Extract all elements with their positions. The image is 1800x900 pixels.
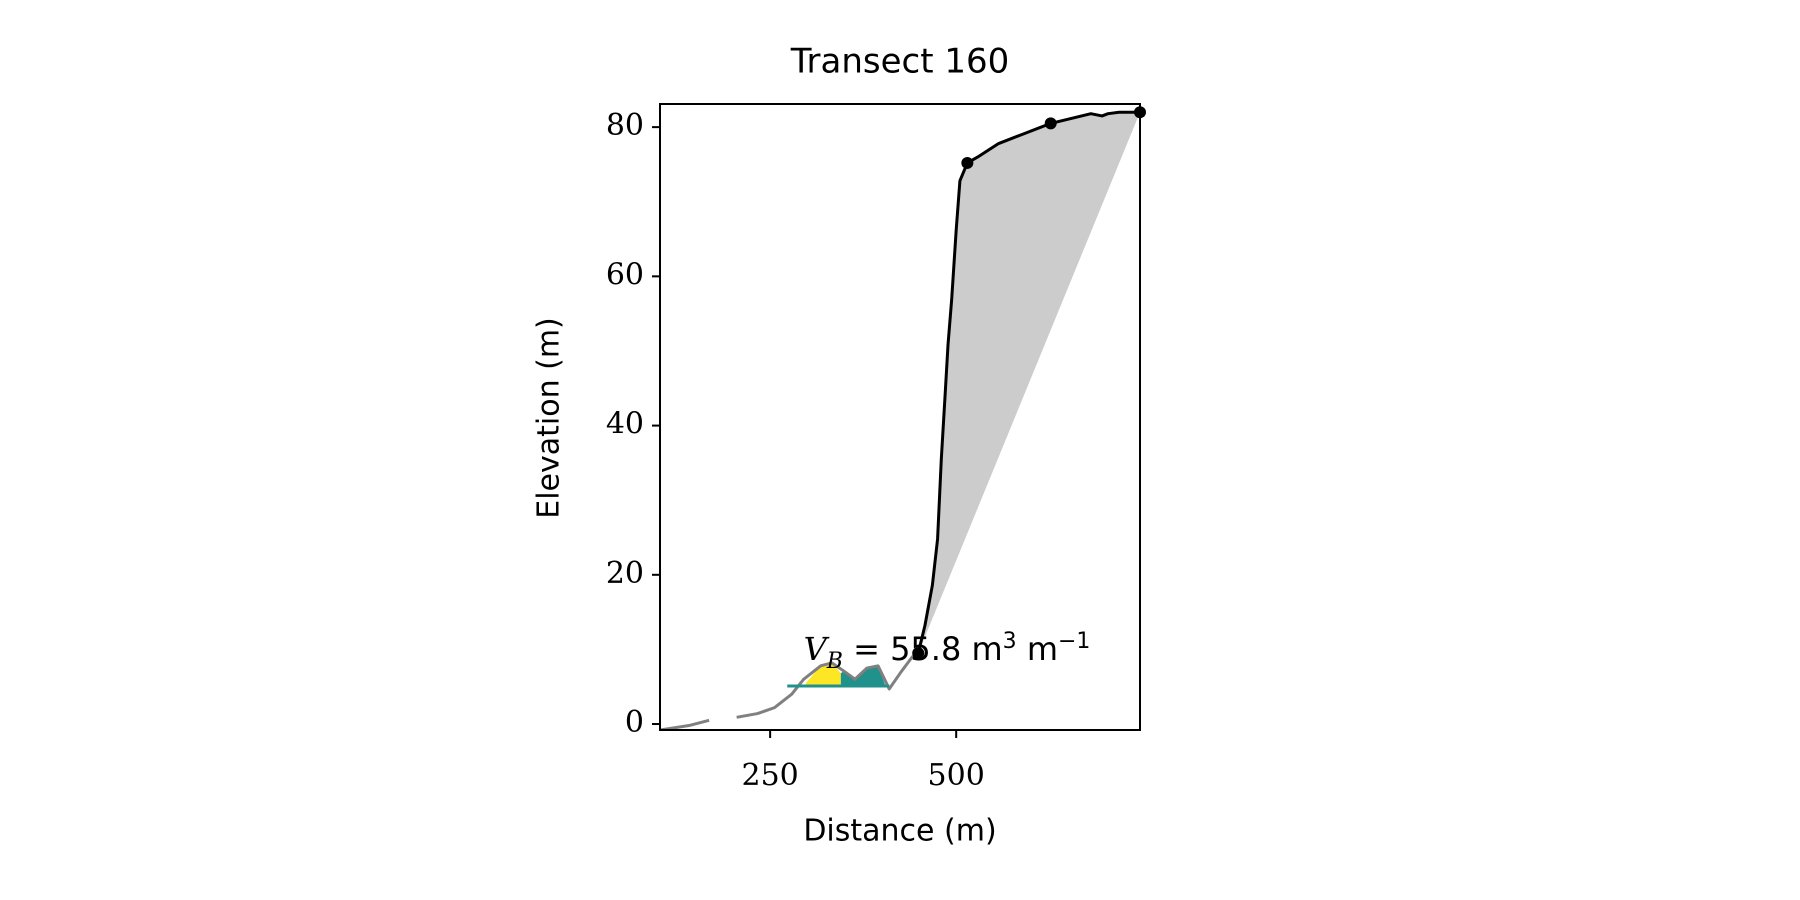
annotation-text: = 55.8 m [843,630,1003,668]
x-axis-label: Distance (m) [803,814,996,849]
overlay: VB = 55.8 m3 m−1 [804,106,1146,674]
annotation-sub: B [826,649,843,674]
annotation-var: V [804,630,830,668]
axes-frame [659,103,1141,731]
plot-area [660,110,1140,730]
point [961,156,974,169]
chart-title: Transect 160 [790,42,1010,82]
y-tick-label: 20 [606,556,644,591]
fill-area [805,662,841,686]
shaded-area [918,112,1140,654]
line [660,651,920,730]
point [912,647,925,660]
y-tick-label: 0 [625,705,644,740]
annotation-text2: m [1017,630,1058,668]
y-tick-label: 80 [606,108,644,143]
annotation-sup: 3 [1003,629,1017,654]
annotation: VB = 55.8 m3 m−1 [804,629,1091,674]
annotation-sup2: −1 [1058,629,1090,654]
line [916,110,1140,654]
y-tick-label: 60 [606,257,644,292]
fill-area [840,665,886,686]
y-tick-label: 40 [606,407,644,442]
x-tick-label: 250 [742,758,799,793]
y-axis-label: Elevation (m) [532,317,567,519]
point [1044,117,1057,130]
x-tick-label: 500 [928,758,985,793]
